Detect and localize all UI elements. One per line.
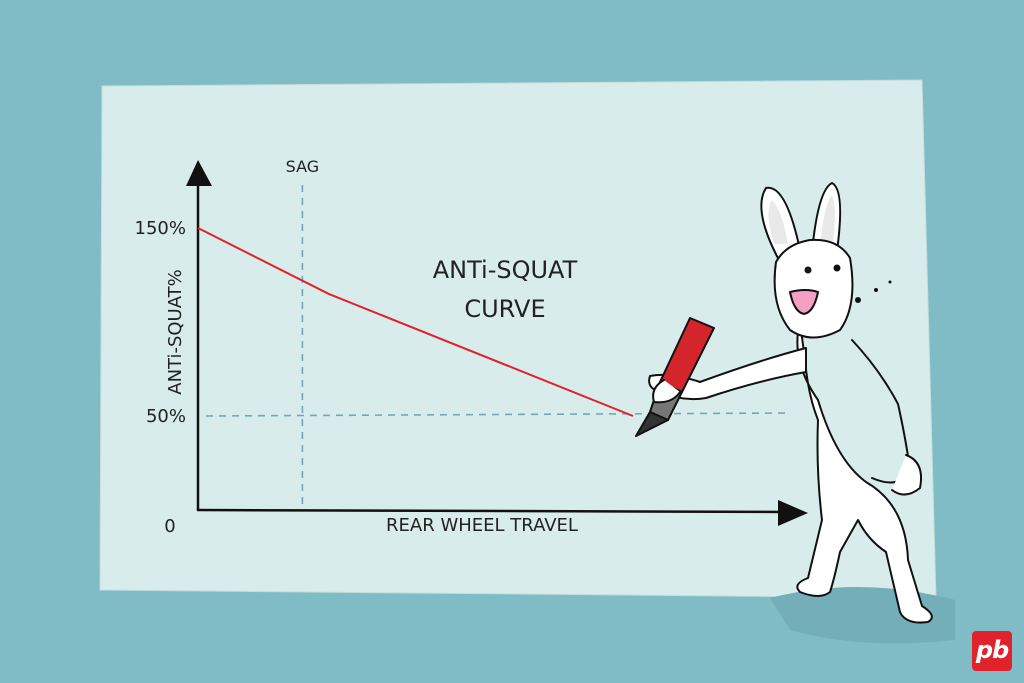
- y-axis-arrow: [186, 160, 212, 186]
- x-axis-arrow: [778, 500, 808, 526]
- x-axis-label: REAR WHEEL TRAVEL: [386, 515, 578, 536]
- y-axis-label: ANTi-SQUAT%: [165, 269, 186, 395]
- y-tick-label-150: 150%: [135, 218, 186, 239]
- y-tick-label-50: 50%: [146, 406, 186, 427]
- x-axis: [196, 508, 792, 514]
- chart-title-line-2: CURVE: [464, 295, 545, 323]
- reference-line-50: [205, 412, 791, 417]
- anti-squat-curve: [197, 227, 634, 417]
- chart-title-line-1: ANTi-SQUAT: [433, 256, 578, 284]
- pb-logo: pb: [972, 631, 1012, 671]
- origin-label: 0: [164, 516, 175, 537]
- sag-label: SAG: [286, 157, 320, 176]
- bunny-illustration: [635, 182, 955, 644]
